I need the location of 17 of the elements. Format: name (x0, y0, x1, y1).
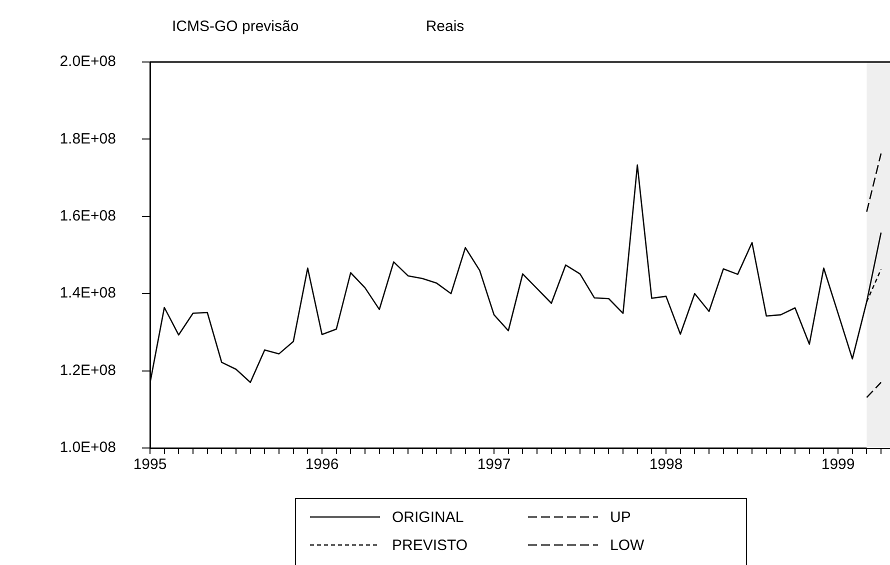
x-tick-label: 1997 (477, 456, 511, 474)
legend-label: LOW (610, 536, 644, 554)
y-tick-label: 1.4E+08 (60, 284, 116, 302)
chart-title: ICMS-GO previsão (172, 18, 299, 35)
y-tick-label: 1.6E+08 (60, 208, 116, 225)
legend-label: PREVISTO (392, 536, 468, 554)
x-tick-label: 1998 (649, 456, 683, 474)
x-tick-label: 1996 (305, 456, 339, 474)
y-tick-label: 2.0E+08 (60, 53, 116, 70)
x-tick-label: 1995 (133, 456, 167, 474)
y-tick-label: 1.2E+08 (60, 362, 116, 379)
legend-label: UP (610, 508, 631, 526)
x-tick-label: 1999 (821, 456, 855, 474)
y-tick-label: 1.8E+08 (60, 130, 116, 148)
legend-label: ORIGINAL (392, 508, 464, 526)
y-tick-label: 1.0E+08 (60, 439, 116, 456)
y-axis-title: Reais (426, 18, 464, 35)
